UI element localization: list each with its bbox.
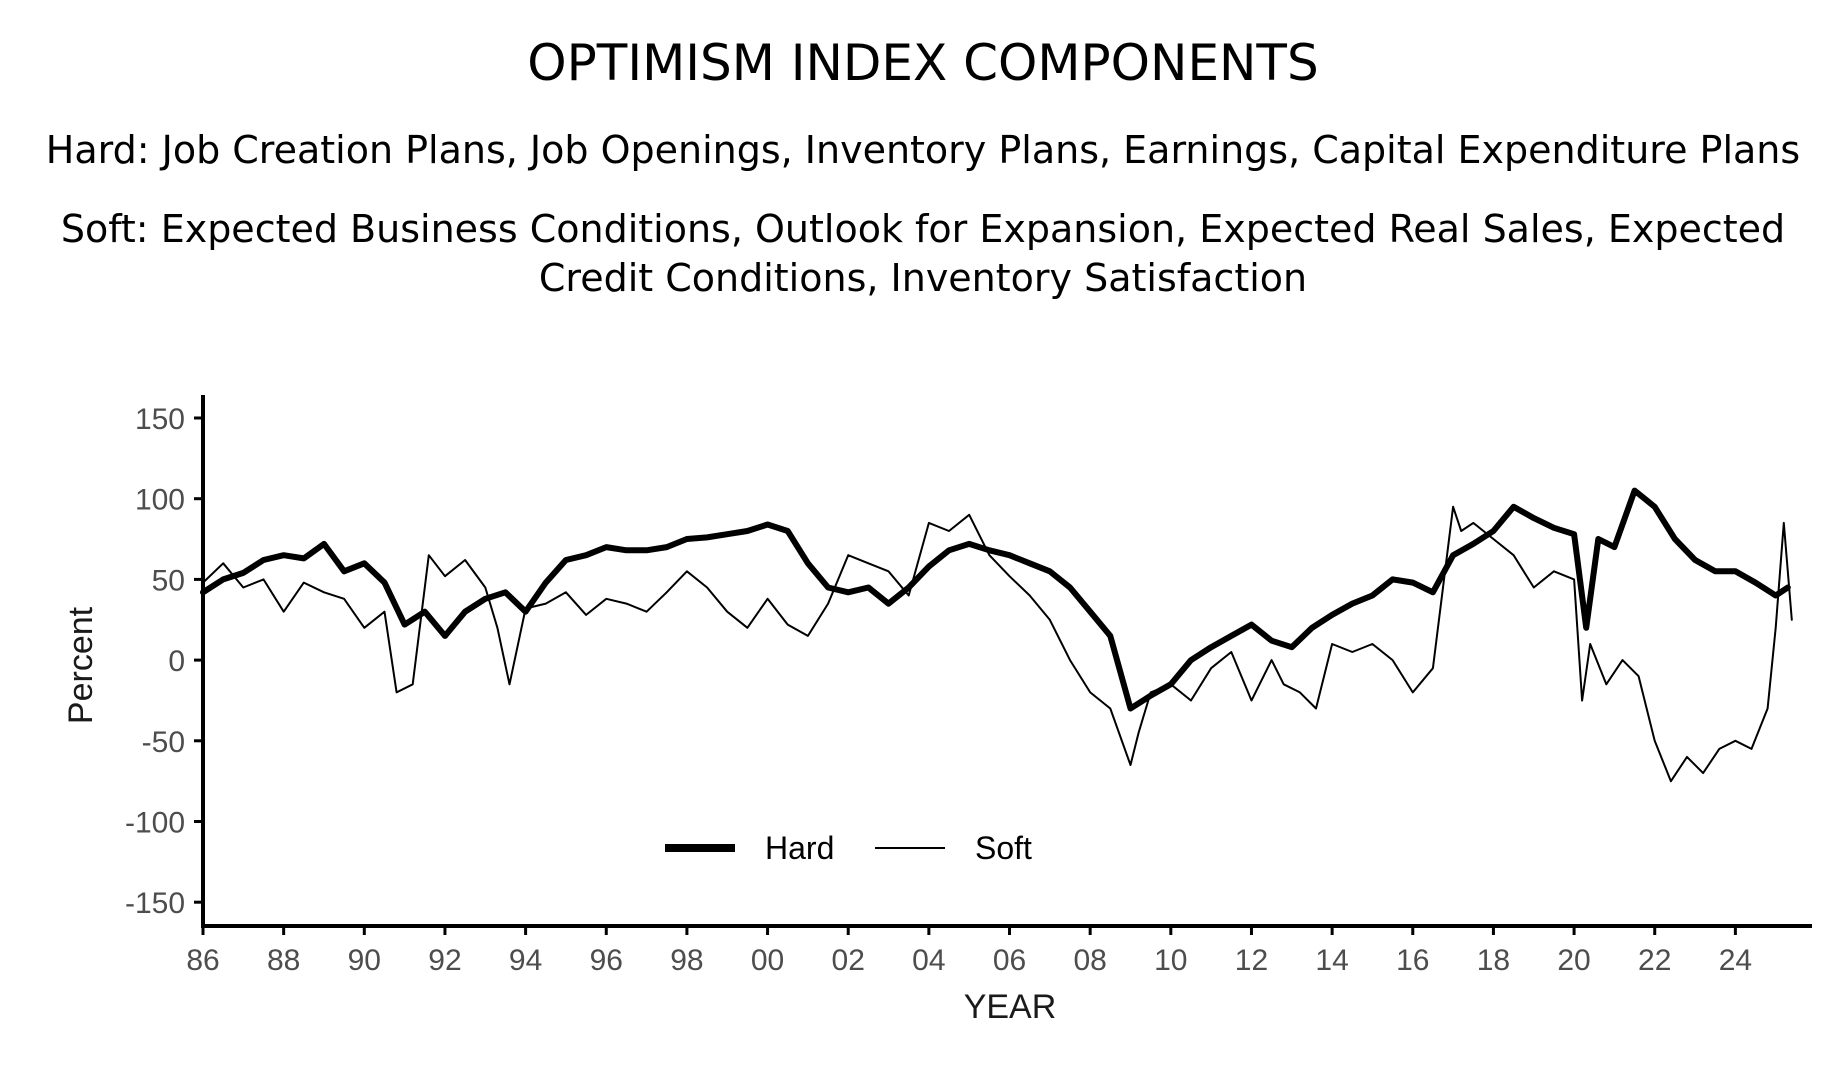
x-tick-label: 14: [1315, 944, 1348, 977]
soft-description: Soft: Expected Business Conditions, Outl…: [60, 207, 1786, 300]
x-tick-label: 92: [428, 944, 461, 977]
y-tick-label: -150: [125, 887, 185, 920]
x-axis-label: YEAR: [964, 988, 1057, 1026]
series-lines: [200, 487, 1793, 783]
legend: Hard Soft: [665, 830, 1032, 866]
x-tick-label: 10: [1154, 944, 1187, 977]
x-tick-label: 02: [832, 944, 865, 977]
y-tick-label: 150: [135, 403, 185, 436]
hard-description: Hard: Job Creation Plans, Job Openings, …: [45, 128, 1801, 172]
x-tick-label: 94: [509, 944, 542, 977]
y-axis-label: Percent: [62, 606, 100, 724]
x-tick-label: 04: [912, 944, 945, 977]
x-tick-label: 22: [1638, 944, 1671, 977]
x-tick-label: 88: [267, 944, 300, 977]
x-tick-label: 90: [348, 944, 381, 977]
x-tick-label: 00: [751, 944, 784, 977]
legend-label-soft: Soft: [975, 830, 1032, 866]
x-tick-label: 08: [1073, 944, 1106, 977]
chart-title: OPTIMISM INDEX COMPONENTS: [527, 34, 1319, 92]
x-tick-label: 86: [186, 944, 219, 977]
x-tick-label: 96: [590, 944, 623, 977]
x-tick-label: 98: [670, 944, 703, 977]
legend-label-hard: Hard: [765, 830, 834, 866]
y-tick-label: -50: [142, 726, 185, 759]
x-tick-label: 18: [1477, 944, 1510, 977]
series-line-hard: [200, 487, 1791, 712]
x-tick-label: 06: [993, 944, 1026, 977]
x-tick-label: 12: [1235, 944, 1268, 977]
x-tick-label: 16: [1396, 944, 1429, 977]
y-axis-ticks: 150 100 50 0 -50 -100 -150: [125, 403, 203, 920]
y-tick-label: 50: [152, 564, 185, 597]
series-line-soft: [202, 505, 1793, 783]
y-tick-label: -100: [125, 807, 185, 840]
x-axis-ticks: 86 88 90 92 94 96 98 00 02 04 06 08 10 12 14 16 18 20 22 24: [186, 926, 1752, 977]
y-tick-label: 100: [135, 484, 185, 517]
x-tick-label: 20: [1557, 944, 1590, 977]
y-tick-label: 0: [168, 645, 185, 678]
x-tick-label: 24: [1719, 944, 1752, 977]
